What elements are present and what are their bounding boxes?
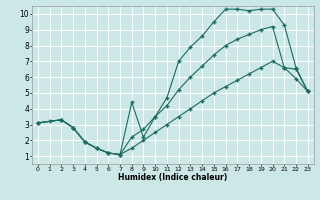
X-axis label: Humidex (Indice chaleur): Humidex (Indice chaleur) bbox=[118, 173, 228, 182]
